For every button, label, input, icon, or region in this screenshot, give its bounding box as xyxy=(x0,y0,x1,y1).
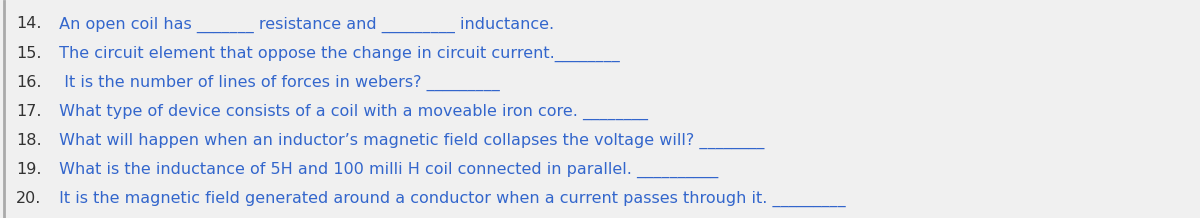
Text: The circuit element that oppose the change in circuit current.________: The circuit element that oppose the chan… xyxy=(54,46,620,62)
Text: 17.: 17. xyxy=(16,104,41,119)
Text: 20.: 20. xyxy=(16,191,41,206)
Text: 19.: 19. xyxy=(16,162,41,177)
Text: It is the magnetic field generated around a conductor when a current passes thro: It is the magnetic field generated aroun… xyxy=(54,191,846,207)
Text: What will happen when an inductor’s magnetic field collapses the voltage will? _: What will happen when an inductor’s magn… xyxy=(54,133,764,149)
Text: An open coil has _______ resistance and _________ inductance.: An open coil has _______ resistance and … xyxy=(54,16,554,33)
Text: What type of device consists of a coil with a moveable iron core. ________: What type of device consists of a coil w… xyxy=(54,104,648,120)
Text: 15.: 15. xyxy=(16,46,41,61)
Text: 14.: 14. xyxy=(16,16,41,31)
Text: What is the inductance of 5H and 100 milli H coil connected in parallel. _______: What is the inductance of 5H and 100 mil… xyxy=(54,162,719,178)
Text: 18.: 18. xyxy=(16,133,41,148)
Text: It is the number of lines of forces in webers? _________: It is the number of lines of forces in w… xyxy=(54,75,500,91)
Text: 16.: 16. xyxy=(16,75,41,90)
